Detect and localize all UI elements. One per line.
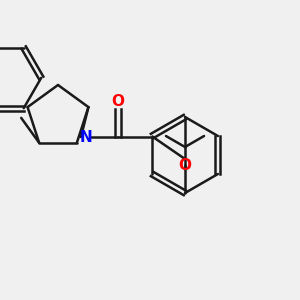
- Text: O: O: [178, 158, 191, 172]
- Text: O: O: [112, 94, 124, 109]
- Text: N: N: [80, 130, 92, 145]
